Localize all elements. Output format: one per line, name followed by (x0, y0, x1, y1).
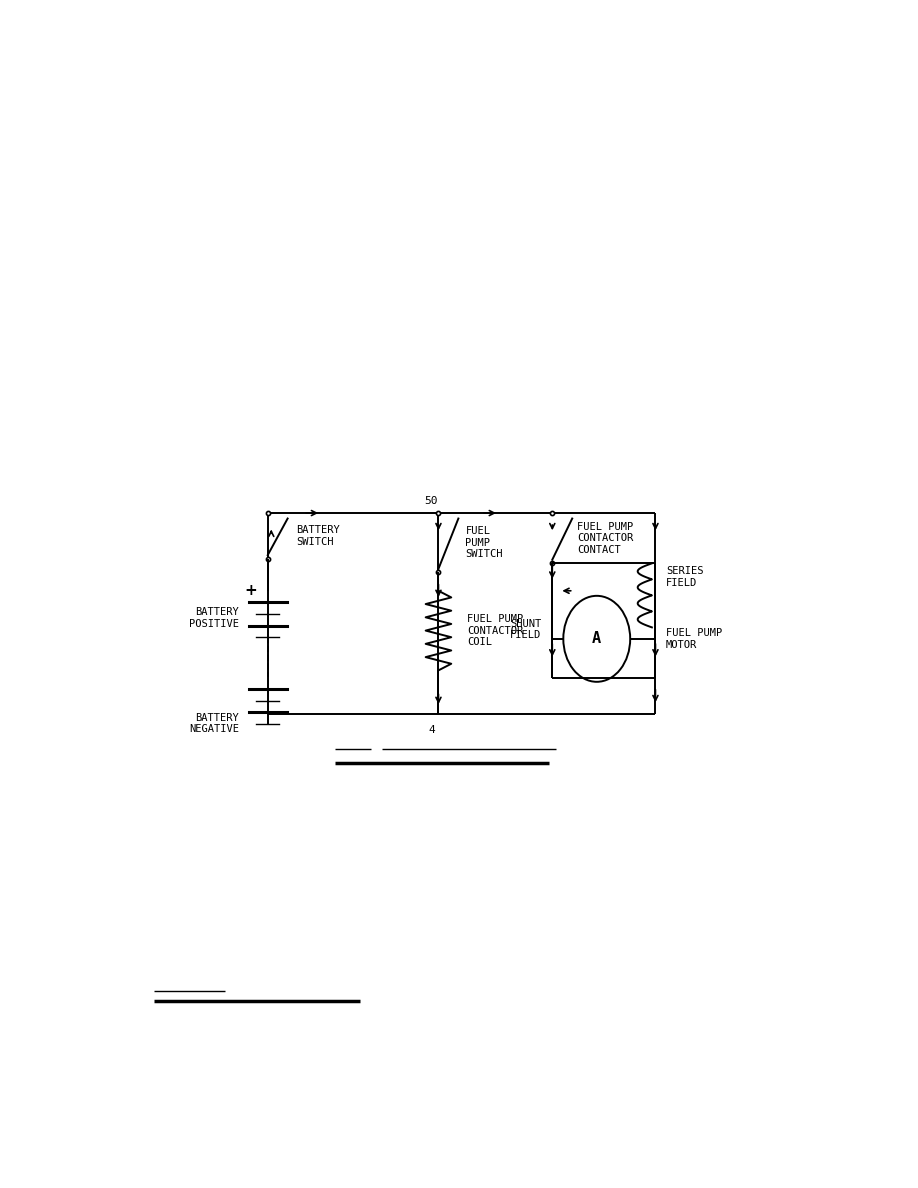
Text: SERIES
FIELD: SERIES FIELD (666, 567, 703, 588)
Text: A: A (592, 631, 601, 646)
Text: FUEL PUMP
MOTOR: FUEL PUMP MOTOR (666, 628, 722, 650)
Text: FUEL PUMP
CONTACTOR
COIL: FUEL PUMP CONTACTOR COIL (467, 614, 523, 647)
Text: 50: 50 (425, 495, 438, 506)
Text: FUEL PUMP
CONTACTOR
CONTACT: FUEL PUMP CONTACTOR CONTACT (577, 522, 633, 555)
Text: -: - (249, 703, 257, 722)
Text: SHUNT
FIELD: SHUNT FIELD (510, 619, 542, 640)
Text: 4: 4 (428, 725, 435, 735)
Text: BATTERY
NEGATIVE: BATTERY NEGATIVE (189, 713, 240, 734)
Text: BATTERY
POSITIVE: BATTERY POSITIVE (189, 607, 240, 628)
Text: FUEL
PUMP
SWITCH: FUEL PUMP SWITCH (465, 526, 503, 560)
Text: BATTERY
SWITCH: BATTERY SWITCH (297, 525, 340, 546)
Text: +: + (244, 583, 257, 599)
